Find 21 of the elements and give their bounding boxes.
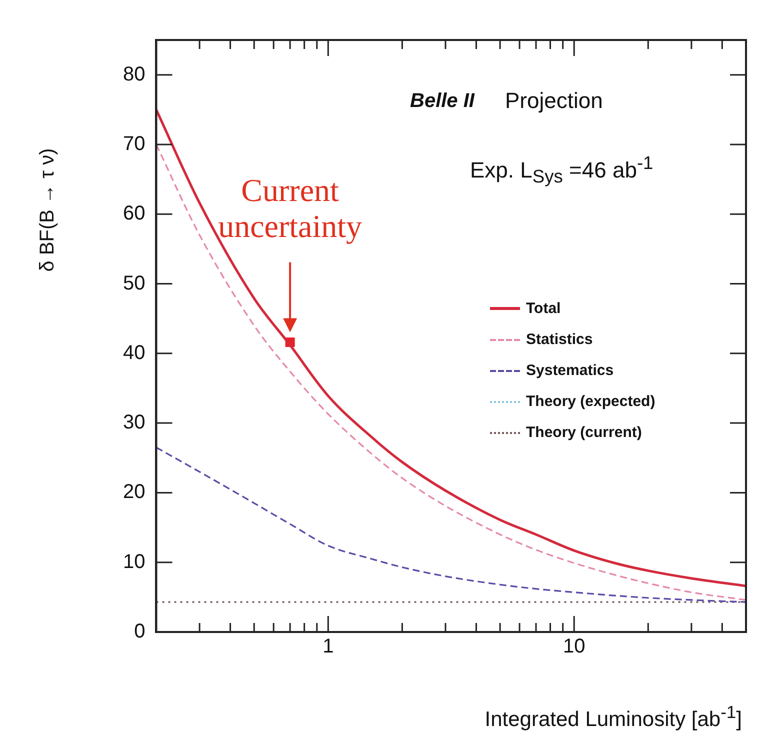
y-tick-label: 20 [122, 481, 146, 504]
annotation: Projection [505, 88, 603, 114]
y-tick-label: 80 [122, 63, 146, 86]
y-tick-label: 0 [134, 620, 146, 643]
legend-label: Theory (expected) [526, 393, 656, 410]
x-tick-label: 1 [322, 636, 334, 658]
y-tick-label: 60 [122, 202, 146, 225]
legend-label: Theory (current) [526, 424, 642, 441]
legend-label: Systematics [526, 362, 614, 379]
legend-label: Statistics [526, 331, 593, 348]
y-tick-label: 40 [122, 342, 146, 364]
y-tick-label: 70 [122, 132, 146, 155]
annotation: Exp. L$_{Sys}$ =46 ab$^{-1}$ [470, 152, 654, 188]
annotation: Belle II [410, 90, 474, 113]
y-tick-label: 10 [122, 550, 146, 573]
y-tick-label: 30 [122, 412, 146, 434]
x-axis-title: Integrated Luminosity [ab$^{-1}$] [484, 702, 742, 732]
legend-label: Total [526, 300, 561, 317]
y-tick-label: 50 [122, 272, 146, 294]
y-axis-title: δ BF(B → τ ν) [37, 148, 60, 272]
annotation: Current uncertainty [217, 172, 364, 244]
